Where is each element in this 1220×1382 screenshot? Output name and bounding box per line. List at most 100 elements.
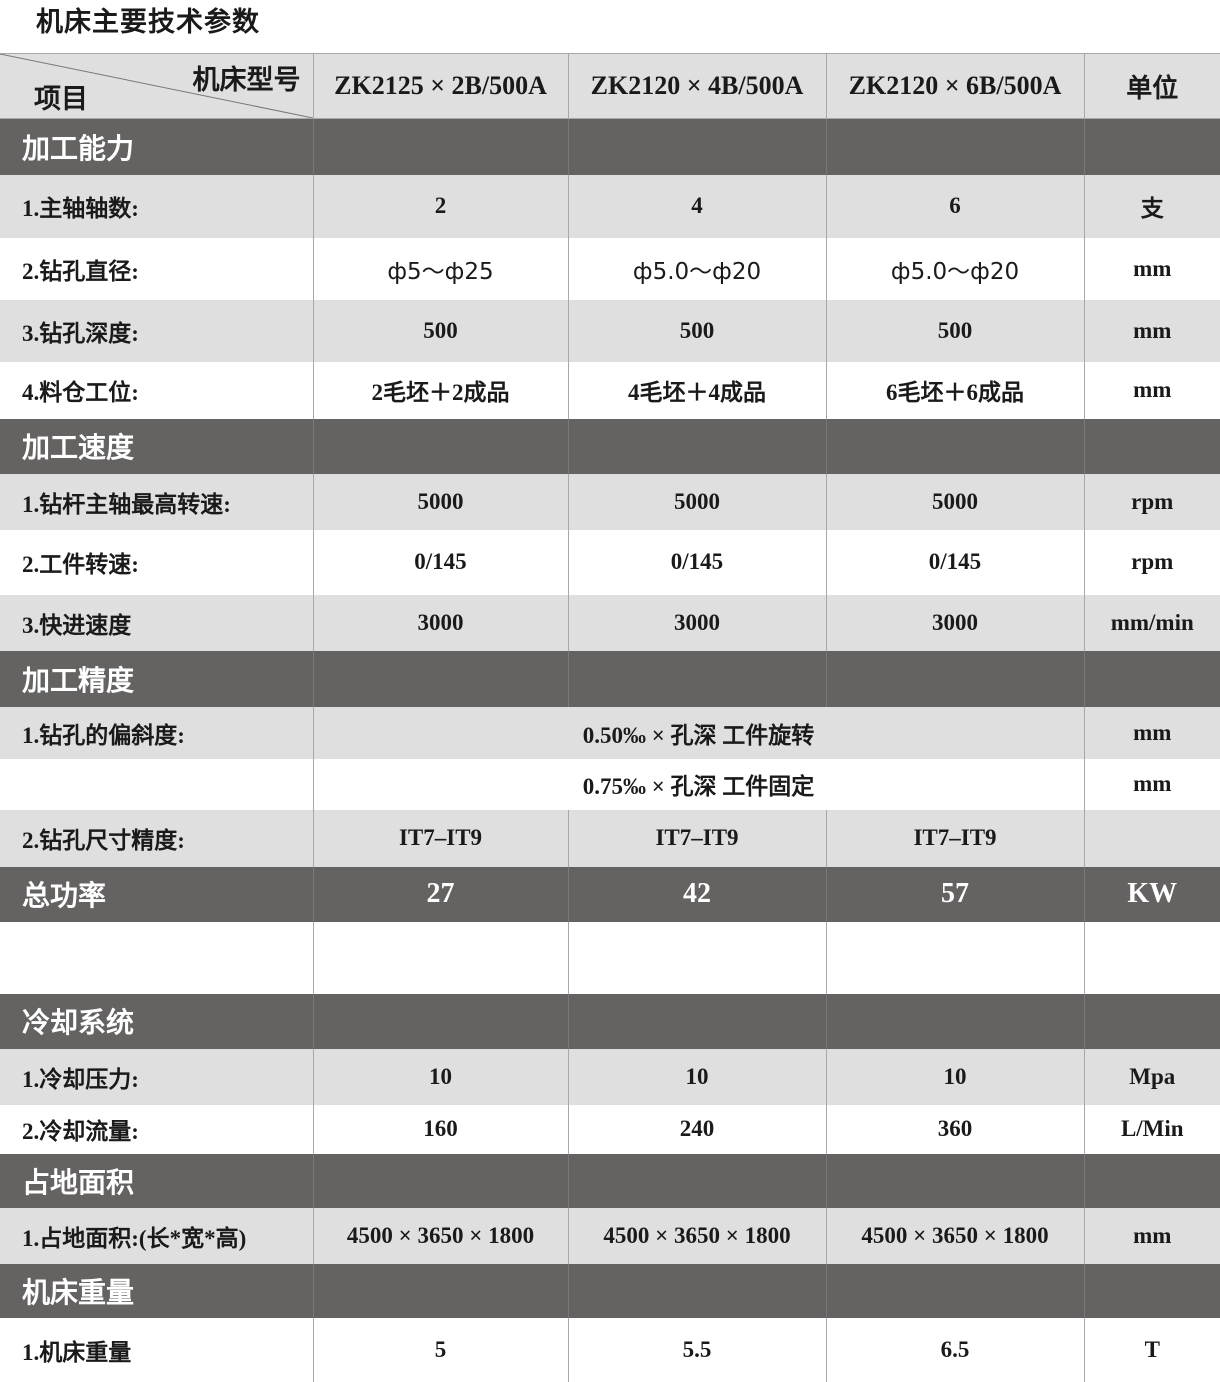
row-label: 2.冷却流量: <box>0 1104 313 1154</box>
row-label: 3.快进速度 <box>0 594 313 651</box>
value-cell: 0/145 <box>312 529 568 595</box>
value-cell: 6.5 <box>825 1317 1084 1382</box>
corner-cell: 机床型号 项目 <box>0 53 313 119</box>
value-cell: 4500 × 3650 × 1800 <box>825 1207 1084 1264</box>
value-cell: 3000 <box>312 594 568 651</box>
section-title: 加工精度 <box>0 650 313 707</box>
value-cell <box>567 1153 826 1208</box>
table-row: 1.机床重量 5 5.5 6.5 T <box>0 1317 1220 1382</box>
table-row: 2.工件转速: 0/145 0/145 0/145 rpm <box>0 529 1220 595</box>
table-row: 1.钻孔的偏斜度: 0.50‰ × 孔深 工件旋转 mm <box>0 706 1220 759</box>
value-cell: 10 <box>567 1048 826 1105</box>
section-title: 机床重量 <box>0 1263 313 1318</box>
section-header-row: 加工速度 <box>0 418 1220 474</box>
unit-cell: mm/min <box>1083 594 1220 651</box>
unit-cell <box>1083 418 1220 474</box>
value-cell: 4500 × 3650 × 1800 <box>567 1207 826 1264</box>
diagonal-divider <box>0 54 313 118</box>
value-cell: 500 <box>825 299 1084 362</box>
section-header-row: 冷却系统 <box>0 993 1220 1049</box>
value-cell: 57 <box>825 866 1084 922</box>
value-cell: 0/145 <box>825 529 1084 595</box>
section-header-row: 总功率 27 42 57 KW <box>0 866 1220 922</box>
row-label: 1.主轴轴数: <box>0 174 313 238</box>
unit-cell <box>1083 1153 1220 1208</box>
value-cell <box>825 993 1084 1049</box>
value-cell: 5000 <box>312 473 568 530</box>
value-cell <box>825 921 1084 994</box>
value-cell: 5.5 <box>567 1317 826 1382</box>
value-cell <box>312 993 568 1049</box>
row-label: 2.工件转速: <box>0 529 313 595</box>
value-cell: 5000 <box>825 473 1084 530</box>
table-row: 3.快进速度 3000 3000 3000 mm/min <box>0 594 1220 651</box>
table-row: 3.钻孔深度: 500 500 500 mm <box>0 299 1220 362</box>
value-cell: 27 <box>312 866 568 922</box>
value-cell: 500 <box>567 299 826 362</box>
table-row: 2.冷却流量: 160 240 360 L/Min <box>0 1104 1220 1154</box>
value-cell: 10 <box>312 1048 568 1105</box>
table-row: 0.75‰ × 孔深 工件固定 mm <box>0 758 1220 810</box>
section-title: 冷却系统 <box>0 993 313 1049</box>
unit-cell: KW <box>1083 866 1220 922</box>
value-cell: 0/145 <box>567 529 826 595</box>
value-cell: 2毛坯＋2成品 <box>312 361 568 419</box>
value-cell: 4毛坯＋4成品 <box>567 361 826 419</box>
unit-cell <box>1083 1263 1220 1318</box>
header-row: 机床型号 项目 ZK2125 × 2B/500A ZK2120 × 4B/500… <box>0 53 1220 119</box>
value-cell: IT7–IT9 <box>825 809 1084 867</box>
value-cell: ф5.0～ф20 <box>567 237 826 300</box>
value-cell: 500 <box>312 299 568 362</box>
table-row <box>0 921 1220 994</box>
unit-cell: rpm <box>1083 529 1220 595</box>
row-label: 3.钻孔深度: <box>0 299 313 362</box>
row-label: 1.冷却压力: <box>0 1048 313 1105</box>
value-cell: 3000 <box>825 594 1084 651</box>
row-label: 1.钻杆主轴最高转速: <box>0 473 313 530</box>
unit-cell: L/Min <box>1083 1104 1220 1154</box>
header-model: ZK2120 × 4B/500A <box>567 53 826 119</box>
table-row: 1.钻杆主轴最高转速: 5000 5000 5000 rpm <box>0 473 1220 530</box>
value-cell <box>825 418 1084 474</box>
unit-cell: mm <box>1083 1207 1220 1264</box>
row-label: 1.占地面积:(长*宽*高) <box>0 1207 313 1264</box>
unit-cell: mm <box>1083 299 1220 362</box>
unit-cell: mm <box>1083 758 1220 810</box>
value-cell <box>825 118 1084 175</box>
section-title: 总功率 <box>0 866 313 922</box>
spec-table: 机床型号 项目 ZK2125 × 2B/500A ZK2120 × 4B/500… <box>0 53 1220 1382</box>
value-cell <box>312 1263 568 1318</box>
row-label: 1.钻孔的偏斜度: <box>0 706 313 759</box>
section-header-row: 加工能力 <box>0 118 1220 175</box>
section-header-row: 加工精度 <box>0 650 1220 707</box>
value-cell: 4500 × 3650 × 1800 <box>312 1207 568 1264</box>
table-row: 2.钻孔尺寸精度: IT7–IT9 IT7–IT9 IT7–IT9 <box>0 809 1220 867</box>
value-cell <box>567 650 826 707</box>
value-cell: IT7–IT9 <box>567 809 826 867</box>
value-cell: 5 <box>312 1317 568 1382</box>
unit-cell <box>1083 993 1220 1049</box>
table-row: 1.占地面积:(长*宽*高) 4500 × 3650 × 1800 4500 × 3… <box>0 1207 1220 1264</box>
value-cell <box>312 418 568 474</box>
unit-cell <box>1083 118 1220 175</box>
unit-cell: rpm <box>1083 473 1220 530</box>
value-cell: ф5.0～ф20 <box>825 237 1084 300</box>
unit-cell <box>1083 809 1220 867</box>
row-label: 2.钻孔尺寸精度: <box>0 809 313 867</box>
section-title: 加工能力 <box>0 118 313 175</box>
header-model: ZK2120 × 6B/500A <box>825 53 1084 119</box>
value-cell <box>567 418 826 474</box>
value-cell <box>825 1263 1084 1318</box>
value-cell <box>312 1153 568 1208</box>
table-row: 2.钻孔直径: ф5～ф25 ф5.0～ф20 ф5.0～ф20 mm <box>0 237 1220 300</box>
value-cell: 6 <box>825 174 1084 238</box>
value-cell: 2 <box>312 174 568 238</box>
value-cell: 42 <box>567 866 826 922</box>
value-cell <box>567 993 826 1049</box>
value-cell <box>567 118 826 175</box>
unit-cell: Mpa <box>1083 1048 1220 1105</box>
value-cell <box>567 921 826 994</box>
section-header-row: 占地面积 <box>0 1153 1220 1208</box>
table-row: 1.主轴轴数: 2 4 6 支 <box>0 174 1220 238</box>
section-title: 加工速度 <box>0 418 313 474</box>
